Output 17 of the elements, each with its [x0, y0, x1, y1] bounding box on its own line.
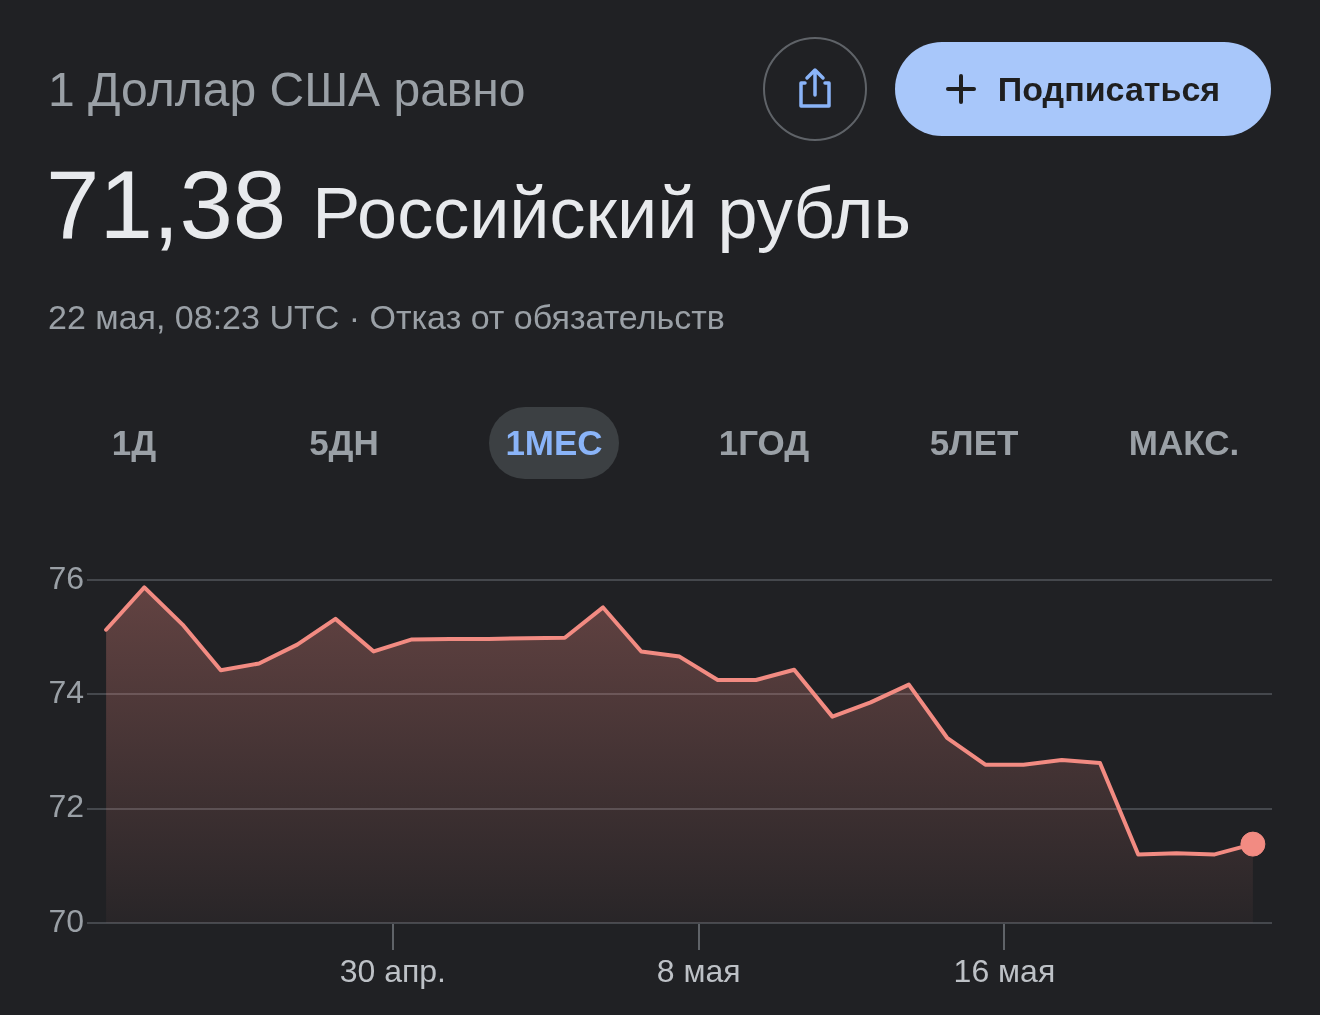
y-tick-label: 76	[48, 559, 84, 596]
text: 22 мая, 08:23 UTC · Отказ от обязательств	[48, 297, 725, 338]
x-tick-label: 16 мая	[953, 953, 1056, 990]
text: МАКС.	[1128, 423, 1240, 463]
x-tick-label: 30 апр.	[339, 953, 446, 990]
x-tick-label: 8 мая	[656, 953, 741, 990]
text: 1МЕС	[505, 423, 603, 463]
chart-title: 1 Доллар США равно	[48, 62, 526, 118]
y-tick-label: 74	[48, 674, 84, 711]
text: 1Д	[111, 423, 157, 463]
chart-subtitle: 71,38 Российский рубль	[46, 151, 912, 258]
y-tick-label: 70	[48, 902, 84, 939]
text: 5ДН	[309, 423, 379, 463]
text: Подписаться	[997, 69, 1221, 109]
y-tick-label: 72	[48, 788, 84, 825]
text: 1ГОД	[718, 423, 810, 463]
text: 5ЛЕТ	[929, 423, 1019, 463]
